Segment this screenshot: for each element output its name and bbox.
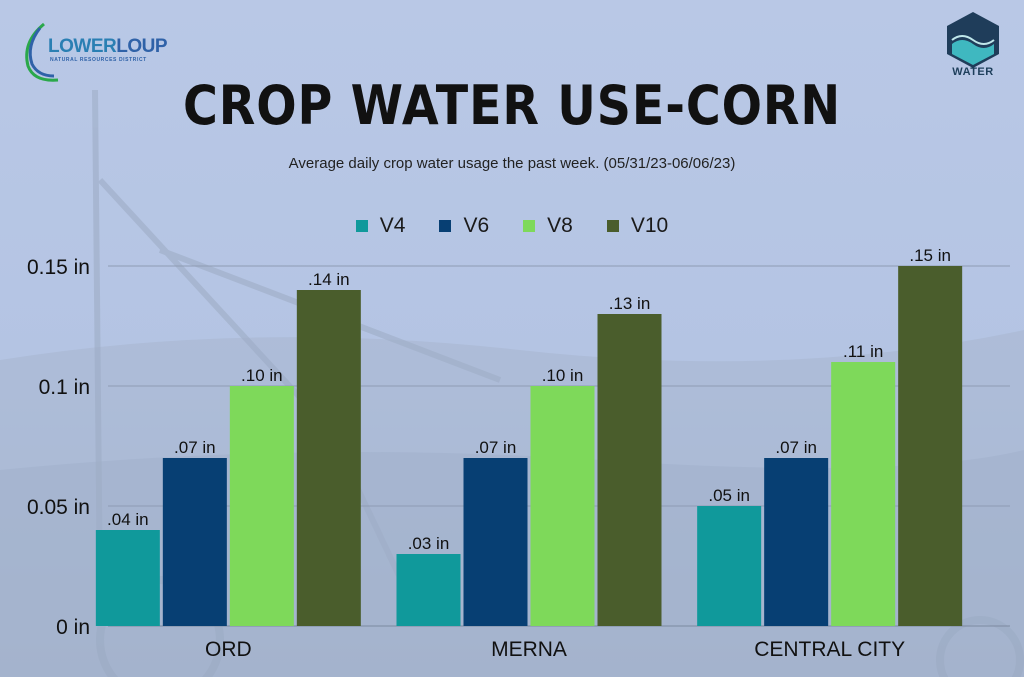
- legend-label-v4: V4: [379, 214, 406, 237]
- lower-loup-logo-text: LOWERLOUP: [48, 36, 167, 58]
- legend-label-v10: V10: [630, 214, 669, 237]
- chart-title: CROP WATER USE-CORN: [183, 74, 841, 137]
- legend-item-v8: V8: [523, 214, 573, 238]
- legend-swatch-v6: [439, 220, 452, 232]
- bar: [831, 362, 896, 626]
- bar: [764, 458, 829, 626]
- y-tick-label: 0 in: [56, 616, 90, 639]
- x-category-label: ORD: [205, 638, 252, 661]
- data-label: .15 in: [909, 246, 951, 265]
- y-tick-label: 0.1 in: [39, 376, 90, 399]
- bar: [898, 266, 963, 626]
- data-label: .10 in: [542, 366, 584, 385]
- logo-word-loup: LOUP: [116, 36, 167, 57]
- legend-item-v6: V6: [439, 214, 489, 238]
- bar: [530, 386, 595, 626]
- legend-label-v6: V6: [463, 214, 490, 237]
- data-label: .14 in: [308, 270, 350, 289]
- y-tick-label: 0.15 in: [27, 256, 90, 279]
- bar: [95, 530, 160, 626]
- data-label: .11 in: [843, 342, 883, 361]
- water-logo-label: WATER: [952, 66, 994, 78]
- data-label: .07 in: [775, 438, 817, 457]
- x-category-label: MERNA: [491, 638, 567, 661]
- bar: [229, 386, 294, 626]
- data-label: .05 in: [708, 486, 750, 505]
- legend-label-v8: V8: [547, 214, 573, 237]
- bar: [463, 458, 528, 626]
- chart-legend: V4 V6 V8 V10: [0, 214, 1024, 238]
- legend-swatch-v10: [606, 220, 619, 232]
- data-label: .04 in: [107, 510, 149, 529]
- x-category-label: CENTRAL CITY: [754, 638, 905, 661]
- y-tick-label: 0.05 in: [27, 496, 90, 519]
- lower-loup-logo-subtitle: NATURAL RESOURCES DISTRICT: [50, 57, 147, 63]
- bar: [396, 554, 461, 626]
- data-label: .13 in: [609, 294, 651, 313]
- data-label: .03 in: [408, 534, 450, 553]
- legend-item-v10: V10: [606, 214, 669, 238]
- legend-item-v4: V4: [355, 214, 406, 238]
- bar: [162, 458, 227, 626]
- logo-word-lower: LOWER: [48, 36, 117, 57]
- bar: [597, 314, 662, 626]
- data-label: .07 in: [475, 438, 517, 457]
- bar: [697, 506, 762, 626]
- data-label: .07 in: [174, 438, 216, 457]
- bar: [296, 290, 361, 626]
- legend-swatch-v4: [355, 220, 368, 232]
- water-hexagon-icon: [947, 12, 999, 68]
- legend-swatch-v8: [523, 220, 536, 232]
- chart-subtitle: Average daily crop water usage the past …: [288, 155, 736, 172]
- data-label: .10 in: [241, 366, 283, 385]
- lower-loup-logo: [25, 22, 59, 82]
